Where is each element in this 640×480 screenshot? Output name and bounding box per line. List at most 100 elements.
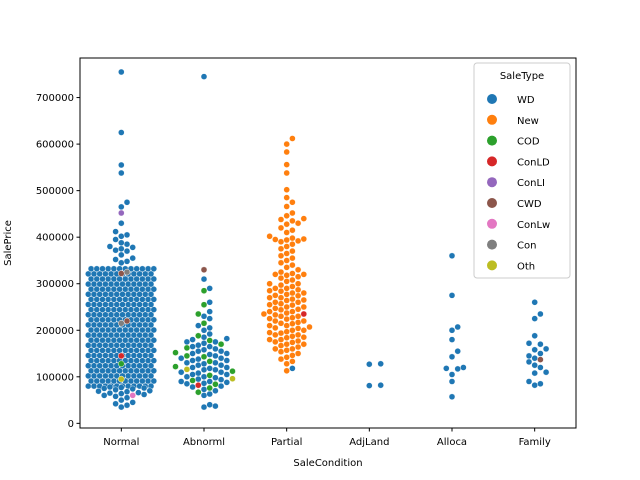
data-point <box>289 247 296 255</box>
data-point-highlight <box>195 389 202 396</box>
data-point-highlight <box>129 392 136 399</box>
data-point <box>200 73 208 80</box>
data-point-highlight <box>118 209 125 217</box>
data-point <box>366 361 373 368</box>
data-point <box>294 219 302 227</box>
data-point <box>277 342 285 349</box>
data-point <box>283 203 290 210</box>
data-point-highlight <box>229 368 236 375</box>
data-point <box>272 299 279 306</box>
data-point <box>150 275 158 283</box>
data-point <box>189 357 196 364</box>
legend-label: New <box>517 116 539 127</box>
data-point <box>260 310 268 318</box>
data-point <box>289 345 296 353</box>
data-point-highlight <box>118 320 125 327</box>
data-point <box>177 355 185 362</box>
legend-marker <box>487 198 497 208</box>
data-point-highlight <box>212 381 219 388</box>
data-point <box>200 386 208 393</box>
data-point <box>118 129 125 136</box>
data-point-highlight <box>183 344 191 352</box>
data-point <box>366 382 373 389</box>
data-point <box>283 328 290 335</box>
data-point-highlight <box>195 382 202 389</box>
data-point <box>123 394 131 401</box>
data-point-highlight <box>118 352 125 360</box>
data-point <box>129 385 136 393</box>
data-point <box>100 392 108 399</box>
data-point-highlight <box>118 360 125 367</box>
data-point <box>206 285 213 292</box>
data-point <box>118 403 125 411</box>
data-point <box>200 275 208 283</box>
data-point <box>294 280 302 287</box>
data-point <box>150 296 158 303</box>
data-point <box>133 265 140 272</box>
data-point-highlight <box>123 317 131 325</box>
data-point <box>294 325 302 332</box>
y-tick-label: 0 <box>68 419 74 430</box>
data-point <box>140 384 148 392</box>
data-point <box>294 273 302 280</box>
data-point <box>277 216 285 223</box>
data-point <box>300 303 307 311</box>
data-point <box>195 375 202 383</box>
data-point <box>223 335 231 342</box>
data-point <box>277 320 285 327</box>
data-point <box>277 259 285 266</box>
data-point <box>189 371 196 378</box>
data-point <box>266 315 273 322</box>
data-point <box>277 281 285 289</box>
data-point-highlight <box>200 266 208 273</box>
data-point <box>531 355 538 362</box>
x-tick-label: Family <box>519 437 551 448</box>
data-point <box>106 383 114 391</box>
data-point <box>147 311 155 318</box>
data-point <box>283 360 290 367</box>
data-point <box>212 402 219 410</box>
data-point <box>200 403 208 411</box>
data-point <box>206 308 213 315</box>
data-point-highlight <box>206 372 213 379</box>
data-point <box>448 252 456 260</box>
data-point <box>289 135 296 142</box>
data-point <box>289 358 296 365</box>
data-point <box>183 380 191 387</box>
legend-label: Con <box>517 241 536 252</box>
data-point <box>200 392 208 399</box>
data-point <box>147 280 155 288</box>
data-point <box>135 389 142 396</box>
data-point <box>87 265 95 272</box>
data-point <box>223 364 231 371</box>
data-point <box>200 313 208 320</box>
data-point <box>223 371 231 378</box>
data-point <box>531 332 538 339</box>
data-point <box>443 365 450 372</box>
data-point <box>277 355 285 363</box>
data-point <box>183 373 191 380</box>
data-point <box>289 199 296 206</box>
data-point <box>283 367 290 374</box>
y-tick-label: 100000 <box>36 372 74 383</box>
data-point <box>195 369 202 377</box>
data-point <box>112 246 119 254</box>
data-point <box>272 345 279 353</box>
data-point <box>146 387 154 394</box>
data-point <box>217 362 225 369</box>
data-point <box>289 240 296 248</box>
data-point <box>212 366 219 373</box>
data-point <box>266 294 273 301</box>
data-point <box>118 390 125 397</box>
data-point <box>112 256 119 263</box>
data-point <box>206 390 213 398</box>
data-point <box>118 384 125 391</box>
data-point <box>272 236 279 243</box>
data-point <box>294 286 302 293</box>
data-point <box>200 366 208 373</box>
data-point <box>294 306 302 313</box>
data-point <box>217 376 225 383</box>
data-point <box>200 346 208 353</box>
data-point <box>283 243 290 250</box>
data-point <box>454 348 461 355</box>
